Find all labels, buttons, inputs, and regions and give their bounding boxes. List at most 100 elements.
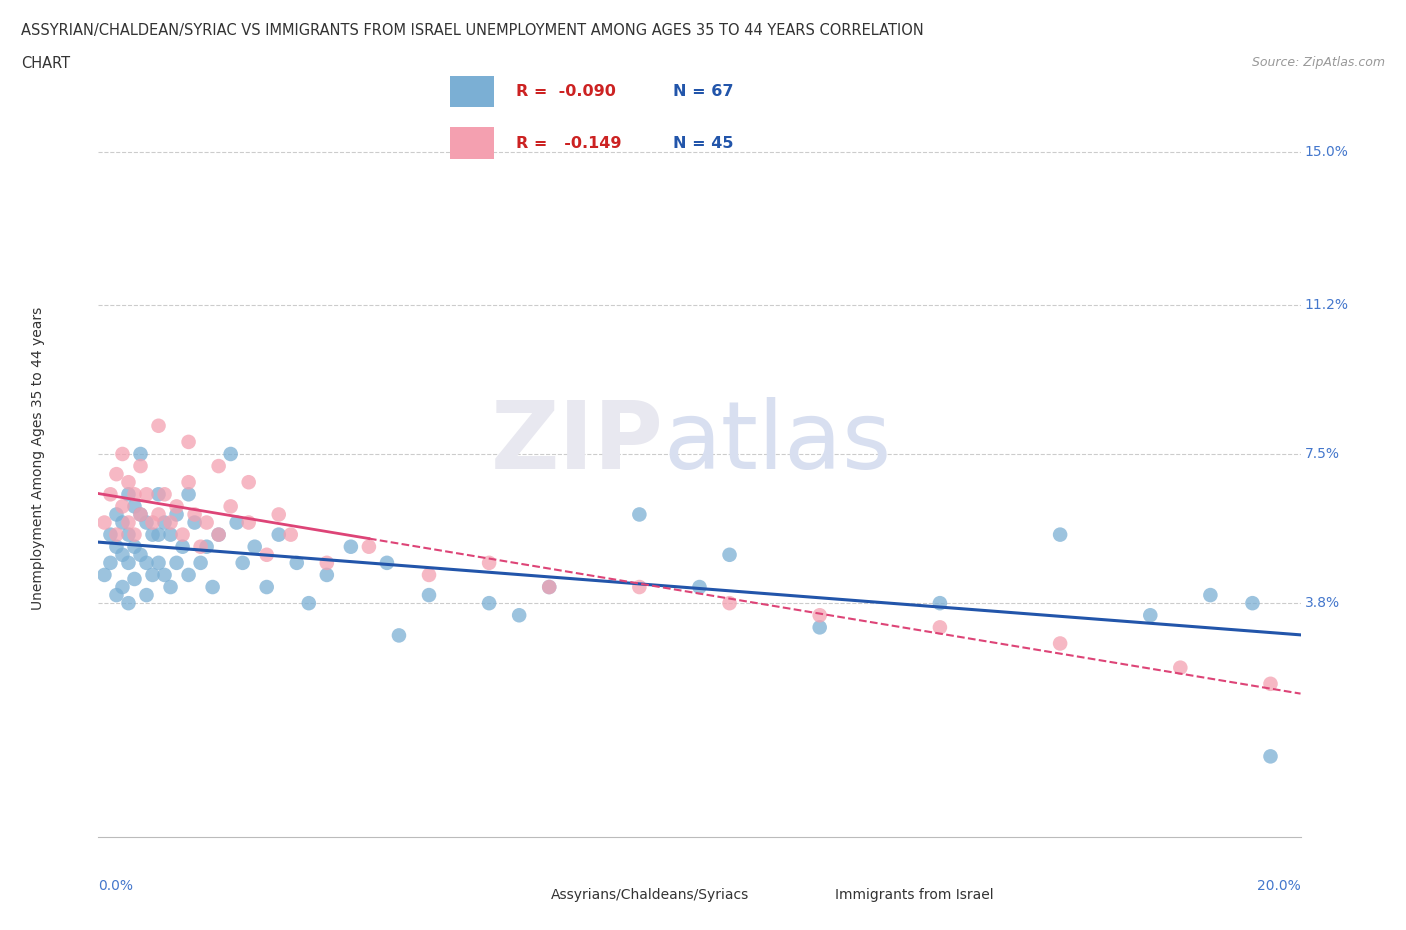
Text: 11.2%: 11.2%: [1305, 298, 1348, 312]
Point: [340, 539, 363, 554]
Text: Assyrians/Chaldeans/Syriacs: Assyrians/Chaldeans/Syriacs: [551, 887, 749, 902]
Point: [159, 515, 181, 530]
Point: [478, 596, 501, 611]
Text: 15.0%: 15.0%: [1305, 145, 1348, 159]
Point: [111, 579, 134, 594]
Point: [357, 539, 380, 554]
Point: [135, 515, 157, 530]
Point: [219, 499, 242, 514]
Point: [172, 527, 194, 542]
Point: [195, 515, 218, 530]
Point: [124, 572, 146, 587]
Point: [238, 515, 260, 530]
Point: [148, 527, 170, 542]
Point: [208, 527, 231, 542]
Point: [1241, 596, 1264, 611]
Point: [100, 527, 122, 542]
Text: 3.8%: 3.8%: [1305, 596, 1340, 610]
Point: [129, 507, 152, 522]
Point: [177, 434, 200, 449]
Point: [929, 596, 952, 611]
Point: [1260, 676, 1282, 691]
Point: [1049, 636, 1071, 651]
Point: [111, 499, 134, 514]
Point: [315, 555, 337, 570]
Point: [124, 527, 146, 542]
Point: [538, 579, 561, 594]
Point: [225, 515, 247, 530]
Point: [153, 487, 176, 502]
FancyBboxPatch shape: [450, 127, 495, 159]
Point: [129, 507, 152, 522]
Point: [153, 567, 176, 582]
Point: [232, 555, 254, 570]
Point: [267, 527, 290, 542]
Point: [166, 499, 188, 514]
Point: [315, 567, 337, 582]
Text: 20.0%: 20.0%: [1257, 879, 1301, 893]
Point: [718, 596, 741, 611]
Point: [100, 487, 122, 502]
Point: [100, 555, 122, 570]
Text: Unemployment Among Ages 35 to 44 years: Unemployment Among Ages 35 to 44 years: [31, 306, 45, 610]
Point: [148, 507, 170, 522]
Point: [148, 418, 170, 433]
Point: [141, 515, 163, 530]
Point: [256, 579, 278, 594]
Point: [135, 588, 157, 603]
Point: [1049, 527, 1071, 542]
Text: ZIP: ZIP: [491, 397, 664, 489]
Point: [201, 579, 224, 594]
Text: CHART: CHART: [21, 56, 70, 71]
Point: [929, 620, 952, 635]
Text: R =   -0.149: R = -0.149: [516, 136, 621, 151]
Point: [808, 620, 831, 635]
Point: [105, 539, 128, 554]
Point: [280, 527, 302, 542]
Point: [628, 507, 651, 522]
Text: 0.0%: 0.0%: [98, 879, 134, 893]
Point: [141, 567, 163, 582]
Point: [267, 507, 290, 522]
Point: [1170, 660, 1192, 675]
Point: [117, 596, 139, 611]
Point: [256, 548, 278, 563]
Point: [508, 608, 530, 623]
Point: [148, 555, 170, 570]
Point: [105, 527, 128, 542]
Point: [177, 487, 200, 502]
Point: [375, 555, 398, 570]
Point: [628, 579, 651, 594]
Point: [388, 628, 411, 643]
Point: [135, 487, 157, 502]
Point: [111, 446, 134, 461]
Point: [159, 579, 181, 594]
Point: [1139, 608, 1161, 623]
Point: [190, 539, 212, 554]
Point: [285, 555, 308, 570]
Point: [718, 548, 741, 563]
Point: [117, 527, 139, 542]
Point: [208, 458, 231, 473]
Point: [190, 555, 212, 570]
Text: R =  -0.090: R = -0.090: [516, 85, 616, 100]
Point: [153, 515, 176, 530]
Point: [238, 475, 260, 490]
Point: [177, 475, 200, 490]
Point: [172, 539, 194, 554]
Text: Source: ZipAtlas.com: Source: ZipAtlas.com: [1251, 56, 1385, 69]
Point: [148, 487, 170, 502]
Text: 7.5%: 7.5%: [1305, 447, 1340, 461]
Point: [117, 555, 139, 570]
Point: [166, 555, 188, 570]
Point: [1199, 588, 1222, 603]
Point: [117, 487, 139, 502]
Point: [195, 539, 218, 554]
Point: [538, 579, 561, 594]
Point: [111, 515, 134, 530]
Point: [166, 507, 188, 522]
Point: [124, 499, 146, 514]
Text: N = 45: N = 45: [673, 136, 734, 151]
Point: [93, 567, 115, 582]
Point: [177, 567, 200, 582]
